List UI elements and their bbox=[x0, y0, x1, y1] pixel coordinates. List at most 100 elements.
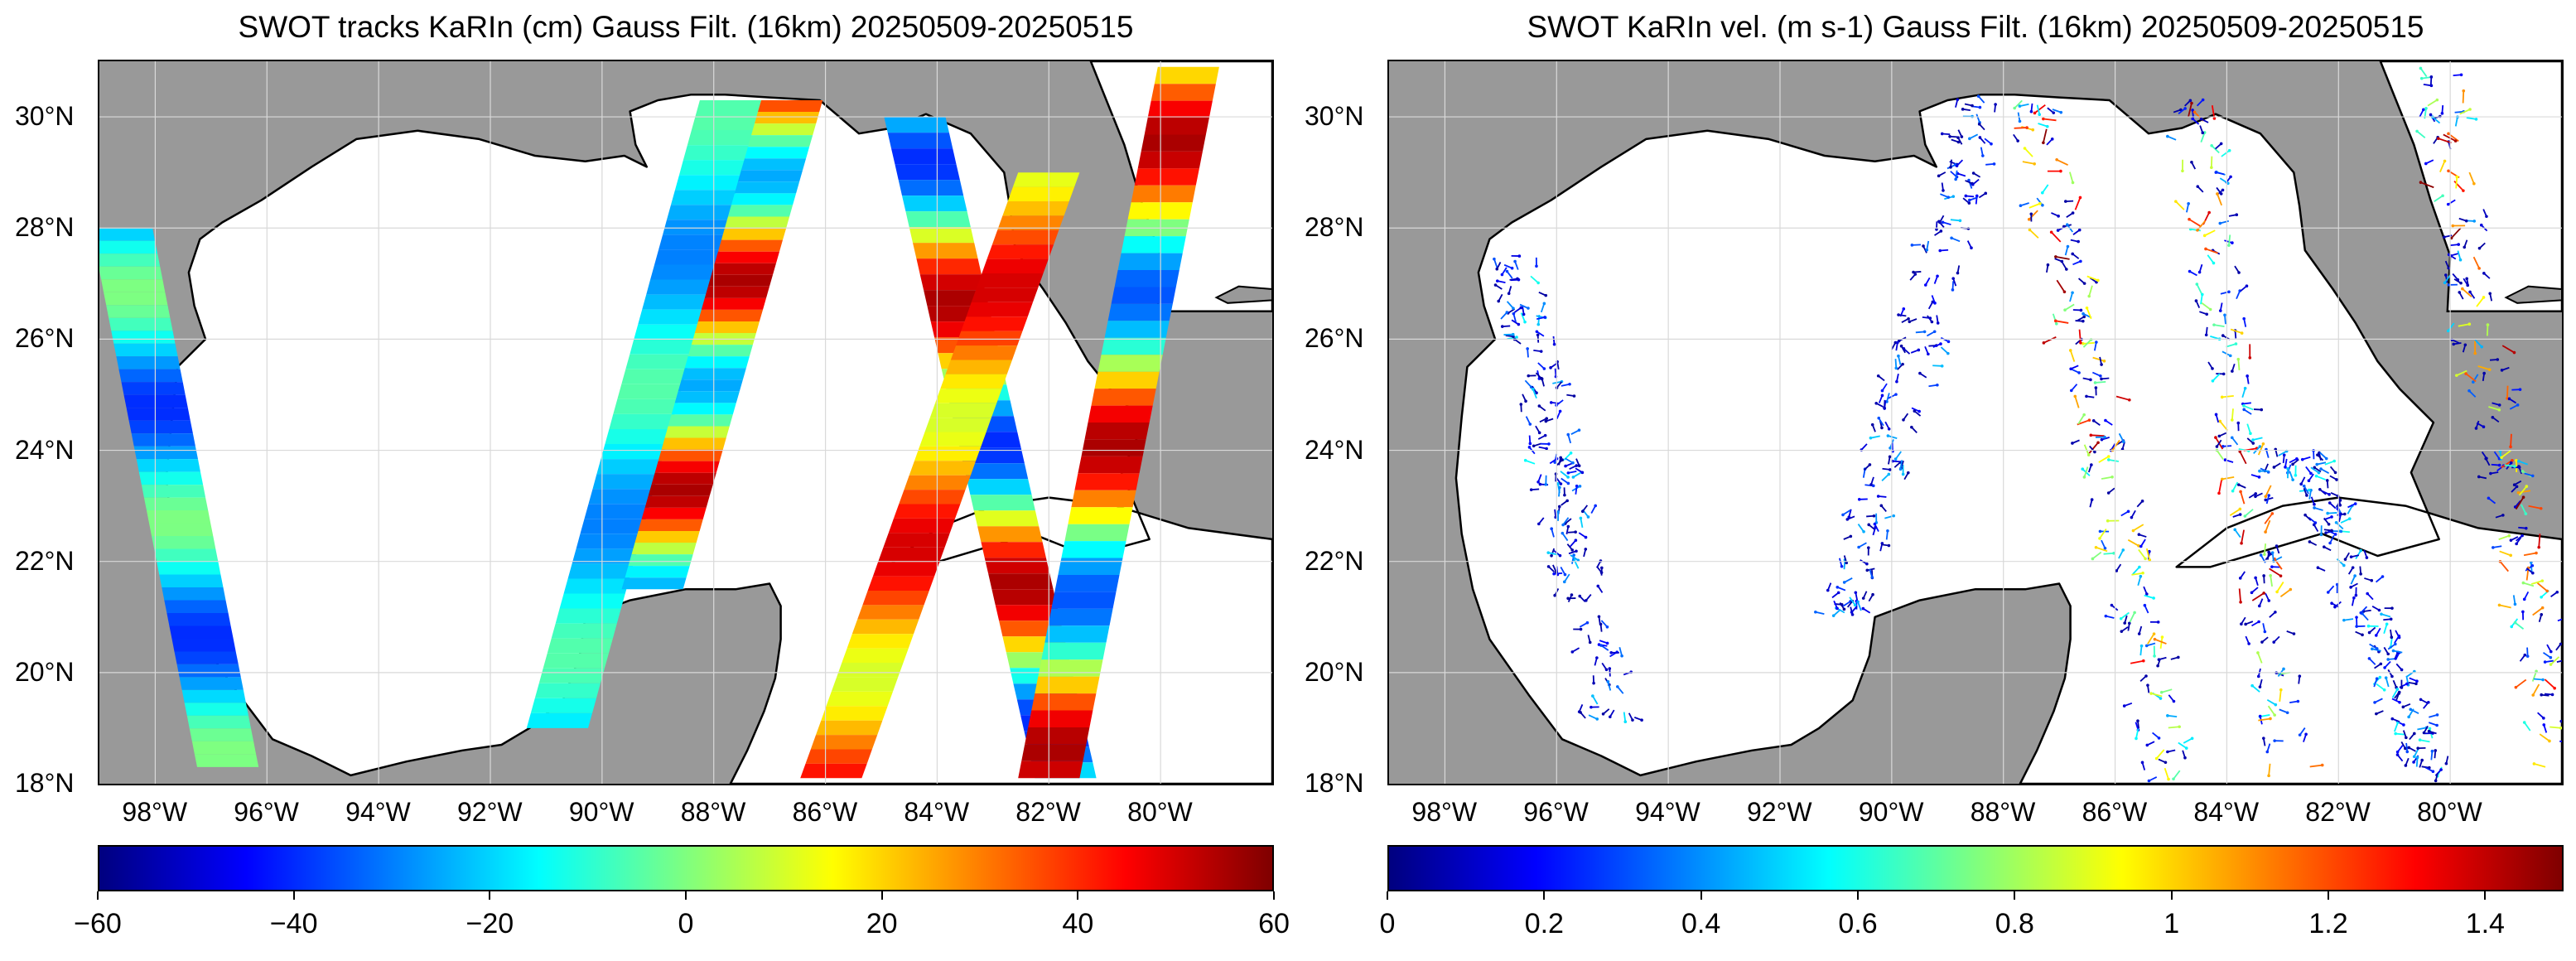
velocity-arrowhead bbox=[1887, 543, 1891, 548]
velocity-arrow bbox=[2078, 329, 2082, 343]
velocity-arrowhead bbox=[2194, 299, 2198, 302]
velocity-arrowhead bbox=[2477, 475, 2481, 479]
velocity-arrowhead bbox=[1562, 580, 1566, 584]
velocity-arrowhead bbox=[2429, 84, 2434, 88]
velocity-arrowhead bbox=[2089, 378, 2092, 382]
velocity-arrowhead bbox=[1561, 523, 1565, 527]
velocity-arrowhead bbox=[2435, 723, 2439, 727]
velocity-arrowhead bbox=[1600, 566, 1604, 570]
colorbar-tick bbox=[489, 891, 491, 900]
velocity-arrowhead bbox=[2033, 162, 2036, 166]
velocity-arrow bbox=[1926, 240, 1930, 250]
velocity-arrow bbox=[2130, 659, 2144, 664]
velocity-arrowhead bbox=[2326, 591, 2330, 594]
velocity-arrowhead bbox=[2497, 603, 2501, 607]
velocity-arrowhead bbox=[1605, 625, 1609, 629]
velocity-arrowhead bbox=[1527, 446, 1532, 449]
velocity-arrow bbox=[2055, 320, 2069, 324]
velocity-arrowhead bbox=[2240, 331, 2244, 335]
velocity-arrowhead bbox=[2415, 756, 2419, 760]
velocity-arrowhead bbox=[1558, 553, 1562, 558]
velocity-arrowhead bbox=[2419, 698, 2423, 702]
velocity-arrow bbox=[2271, 553, 2275, 563]
ssh-swath-cell bbox=[872, 562, 940, 577]
velocity-arrowhead bbox=[1559, 456, 1563, 460]
velocity-arrowhead bbox=[1918, 371, 1922, 375]
velocity-arrow bbox=[2086, 307, 2092, 320]
velocity-arrowhead bbox=[2053, 319, 2057, 323]
velocity-arrowhead bbox=[2274, 611, 2277, 614]
velocity-arrowhead bbox=[2366, 624, 2371, 628]
velocity-arrow bbox=[2538, 534, 2541, 548]
ssh-swath-cell bbox=[563, 578, 630, 594]
velocity-arrowhead bbox=[2326, 511, 2329, 515]
velocity-arrowhead bbox=[1571, 476, 1575, 479]
velocity-arrowhead bbox=[1894, 393, 1898, 396]
velocity-arrowhead bbox=[2214, 413, 2218, 417]
velocity-arrowhead bbox=[1971, 171, 1975, 175]
velocity-arrow bbox=[2118, 432, 2125, 442]
velocity-arrow bbox=[2240, 491, 2246, 505]
velocity-arrow bbox=[2394, 722, 2399, 732]
velocity-arrow bbox=[2534, 763, 2546, 768]
velocity-arrowhead bbox=[1836, 585, 1840, 589]
velocity-arrowhead bbox=[2535, 551, 2538, 555]
velocity-arrowhead bbox=[1842, 581, 1846, 584]
velocity-arrow bbox=[2129, 611, 2135, 623]
velocity-arrow bbox=[2310, 466, 2319, 474]
ssh-swath-cell bbox=[895, 164, 960, 181]
x-tick-label: 90°W bbox=[568, 797, 634, 827]
ssh-swath-cell bbox=[664, 426, 730, 438]
velocity-arrowhead bbox=[2325, 479, 2329, 482]
velocity-arrowhead bbox=[2513, 465, 2516, 468]
velocity-arrow bbox=[2523, 582, 2535, 587]
velocity-arrowhead bbox=[1505, 311, 1509, 314]
velocity-arrowhead bbox=[2018, 104, 2022, 108]
ssh-swath-cell bbox=[984, 558, 1050, 574]
velocity-arrowhead bbox=[2516, 403, 2520, 407]
velocity-arrowhead bbox=[2292, 632, 2296, 635]
velocity-arrow bbox=[2207, 254, 2215, 264]
velocity-arrowhead bbox=[1899, 344, 1903, 348]
velocity-arrowhead bbox=[2482, 371, 2486, 375]
velocity-arrowhead bbox=[2523, 653, 2527, 657]
velocity-arrowhead bbox=[1532, 444, 1536, 448]
velocity-arrowhead bbox=[2221, 188, 2225, 192]
velocity-arrow bbox=[2447, 322, 2455, 331]
velocity-arrow bbox=[2488, 406, 2500, 411]
velocity-arrow bbox=[2420, 181, 2434, 189]
velocity-arrowhead bbox=[1596, 584, 1600, 588]
ssh-swath-cell bbox=[609, 413, 675, 429]
velocity-arrowhead bbox=[1867, 546, 1870, 549]
velocity-arrowhead bbox=[2258, 445, 2262, 448]
velocity-arrowhead bbox=[2522, 597, 2526, 601]
velocity-arrowhead bbox=[2019, 204, 2023, 208]
velocity-arrowhead bbox=[1532, 388, 1535, 391]
velocity-arrow bbox=[2188, 218, 2201, 227]
velocity-arrowhead bbox=[1940, 132, 1944, 136]
velocity-arrowhead bbox=[2415, 679, 2419, 683]
ssh-swath-cell bbox=[1141, 134, 1206, 152]
ssh-swath-cell bbox=[121, 382, 186, 395]
velocity-arrow bbox=[2515, 496, 2525, 510]
velocity-arrow bbox=[2279, 689, 2282, 702]
velocity-arrowhead bbox=[1553, 593, 1556, 597]
velocity-arrowhead bbox=[2121, 440, 2125, 443]
ssh-swath-cell bbox=[950, 345, 1018, 360]
velocity-arrow bbox=[2212, 373, 2221, 382]
velocity-arrowhead bbox=[1540, 376, 1543, 380]
velocity-arrowhead bbox=[1544, 293, 1548, 297]
velocity-arrow bbox=[2221, 476, 2235, 480]
velocity-arrowhead bbox=[2140, 761, 2144, 765]
velocity-arrowhead bbox=[1951, 288, 1955, 292]
velocity-arrowhead bbox=[2201, 131, 2205, 135]
velocity-arrow bbox=[2264, 513, 2274, 524]
ssh-swath-cell bbox=[691, 115, 758, 130]
velocity-arrow bbox=[1857, 524, 1864, 533]
velocity-arrowhead bbox=[1524, 399, 1527, 403]
velocity-arrowhead bbox=[2300, 457, 2304, 461]
velocity-arrowhead bbox=[2098, 537, 2101, 540]
ssh-swath-cell bbox=[898, 180, 964, 196]
velocity-arrow bbox=[1844, 577, 1853, 583]
ssh-swath-cell bbox=[847, 634, 914, 649]
